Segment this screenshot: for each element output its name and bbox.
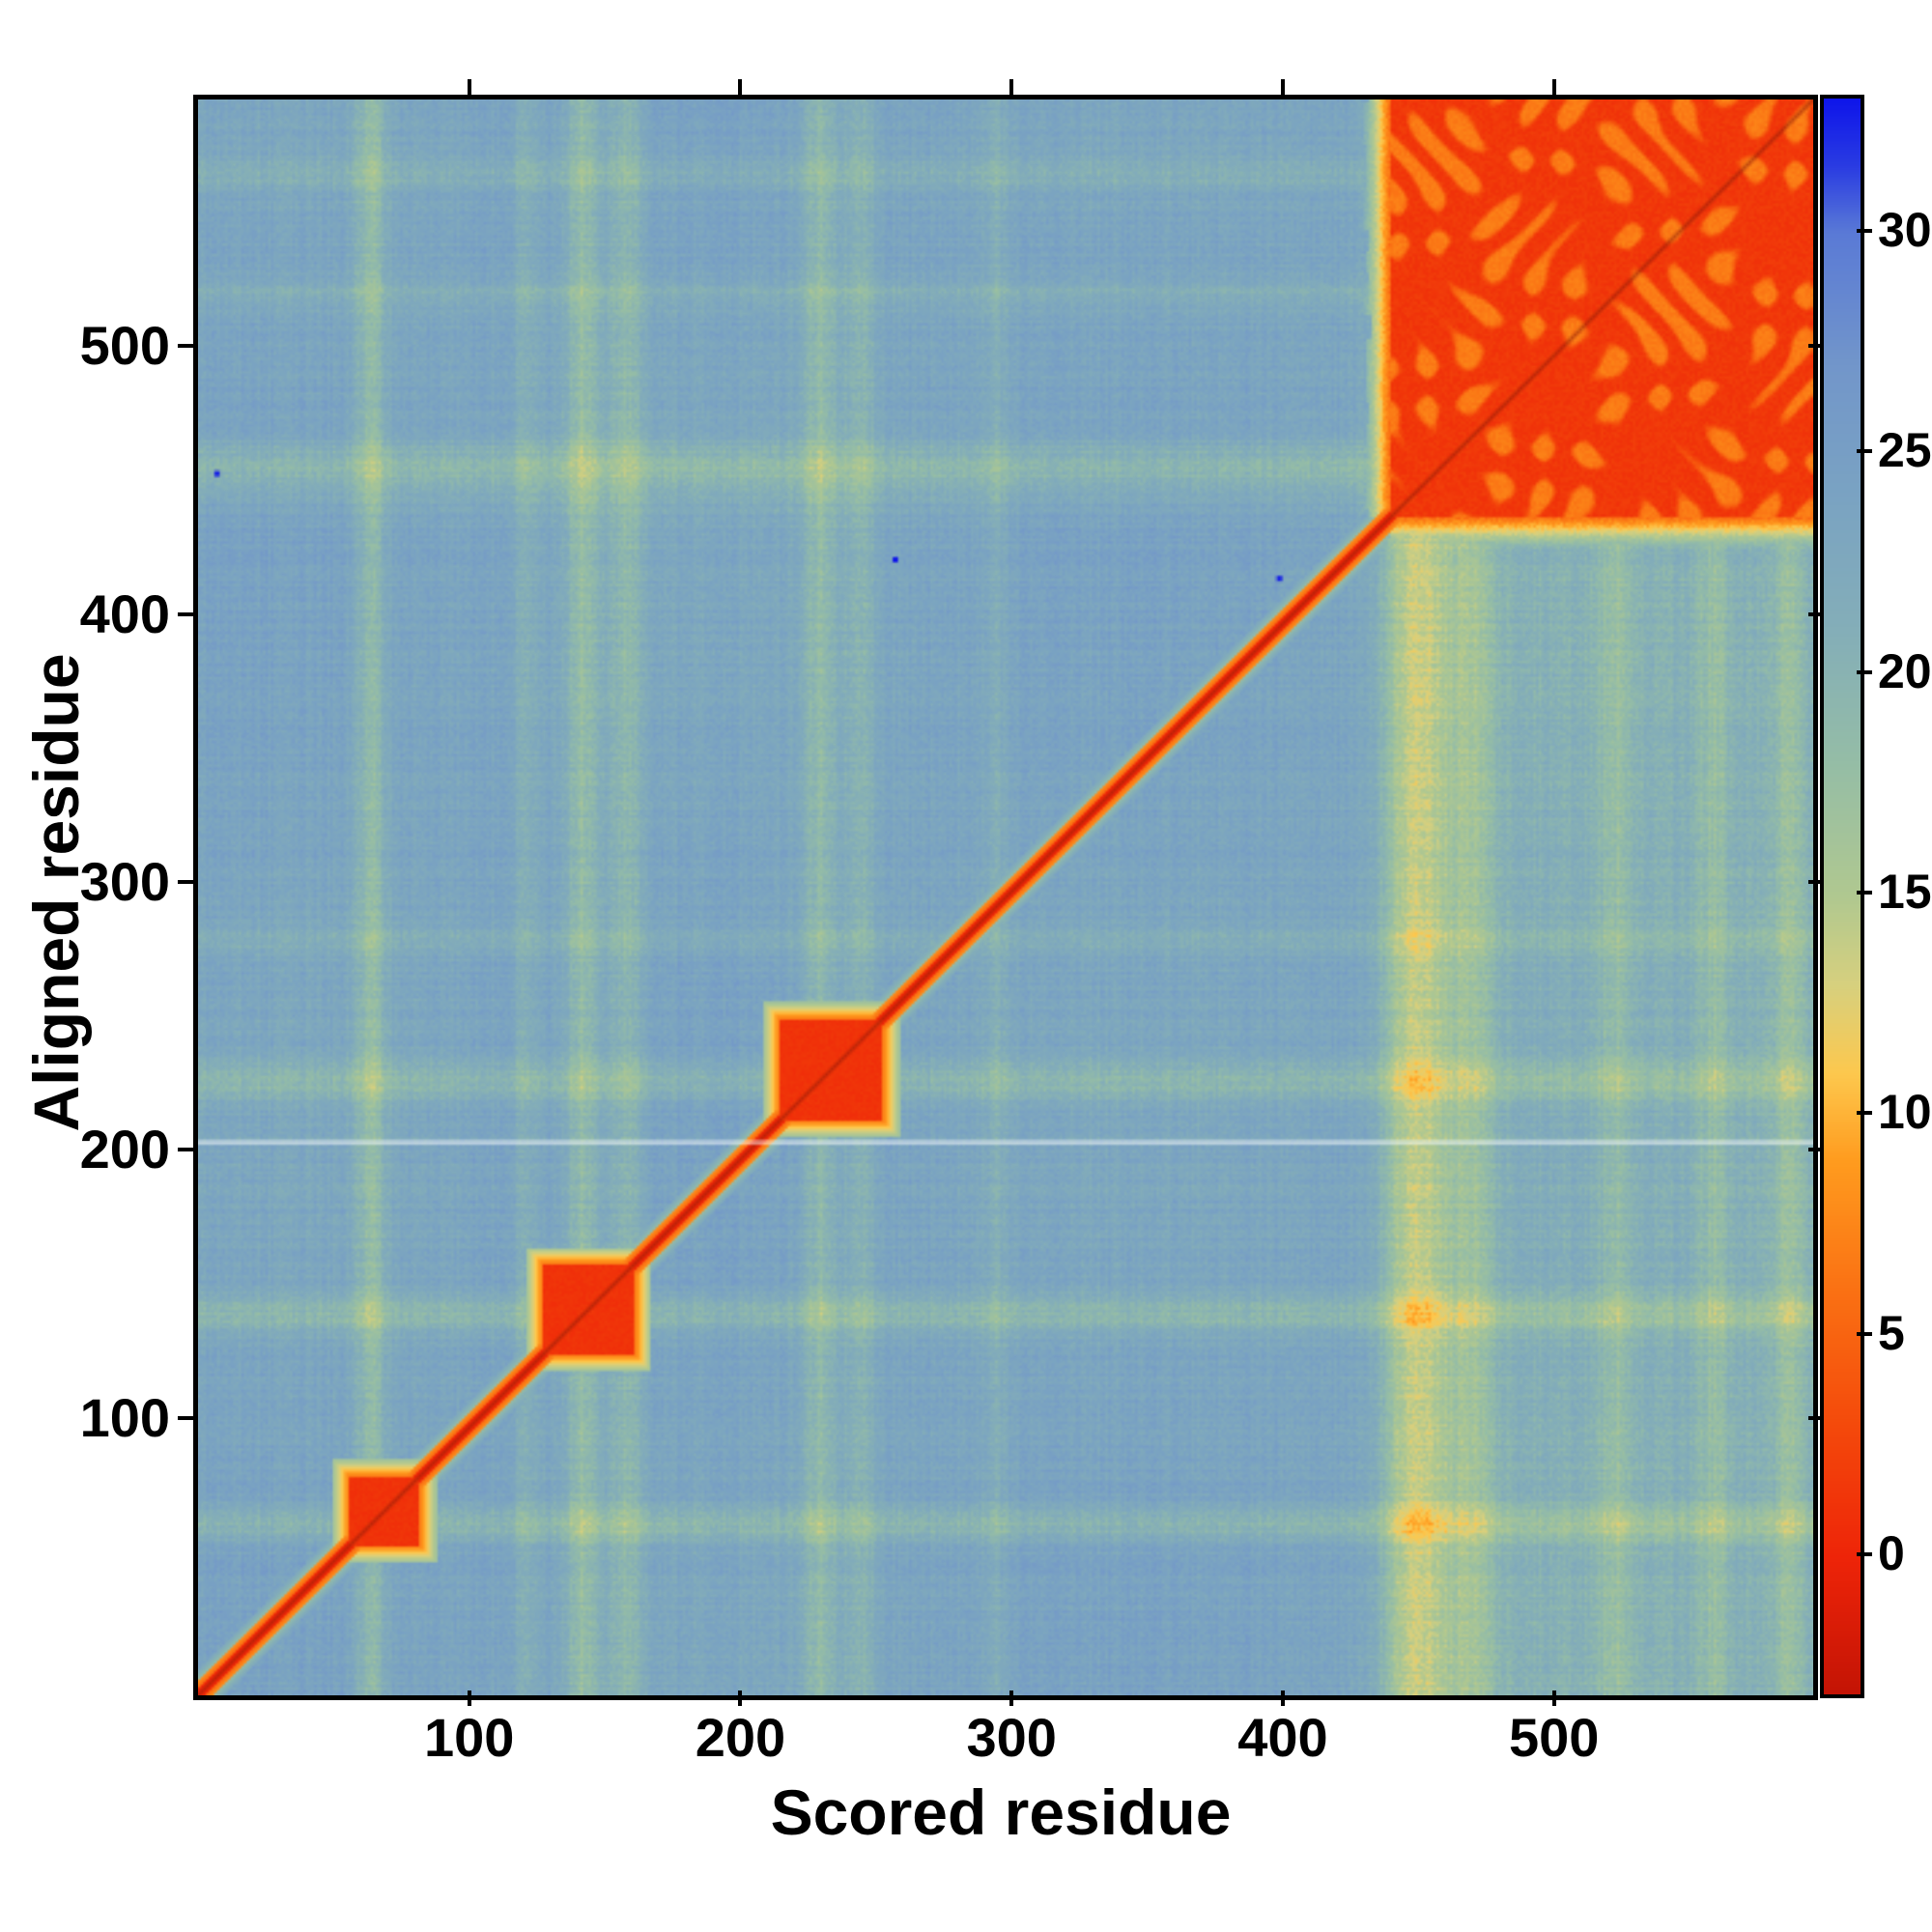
plot-area [193, 95, 1818, 1700]
colorbar-tick-label: 30 [1878, 203, 1932, 257]
x-tick-mark-top [1280, 79, 1285, 95]
x-tick-label: 500 [1508, 1707, 1600, 1768]
colorbar-tick-label: 10 [1878, 1085, 1932, 1140]
x-tick-mark-top [1551, 79, 1556, 95]
colorbar-tick-label: 25 [1878, 423, 1932, 478]
y-tick-mark [178, 1415, 193, 1420]
x-tick-label: 400 [1237, 1707, 1328, 1768]
y-tick-mark [178, 344, 193, 349]
x-tick-label: 300 [966, 1707, 1057, 1768]
y-tick-label: 400 [79, 582, 170, 644]
y-tick-mark [178, 611, 193, 616]
y-axis-label: Aligned residue [20, 653, 92, 1132]
y-tick-mark [178, 1148, 193, 1152]
x-tick-label: 200 [695, 1707, 786, 1768]
colorbar [1820, 95, 1864, 1698]
y-tick-label: 500 [79, 315, 170, 377]
colorbar-tick-label: 0 [1878, 1526, 1905, 1580]
heatmap-canvas [198, 99, 1813, 1695]
x-tick-label: 100 [424, 1707, 515, 1768]
y-tick-label: 100 [79, 1386, 170, 1448]
x-tick-mark-top [1009, 79, 1014, 95]
colorbar-tick-label: 15 [1878, 865, 1932, 919]
x-tick-mark-top [738, 79, 743, 95]
colorbar-canvas [1824, 99, 1861, 1694]
colorbar-tick-label: 5 [1878, 1305, 1905, 1360]
x-tick-mark-top [467, 79, 471, 95]
x-axis-label: Scored residue [770, 1776, 1232, 1848]
y-tick-mark [178, 879, 193, 884]
colorbar-tick-label: 20 [1878, 643, 1932, 698]
